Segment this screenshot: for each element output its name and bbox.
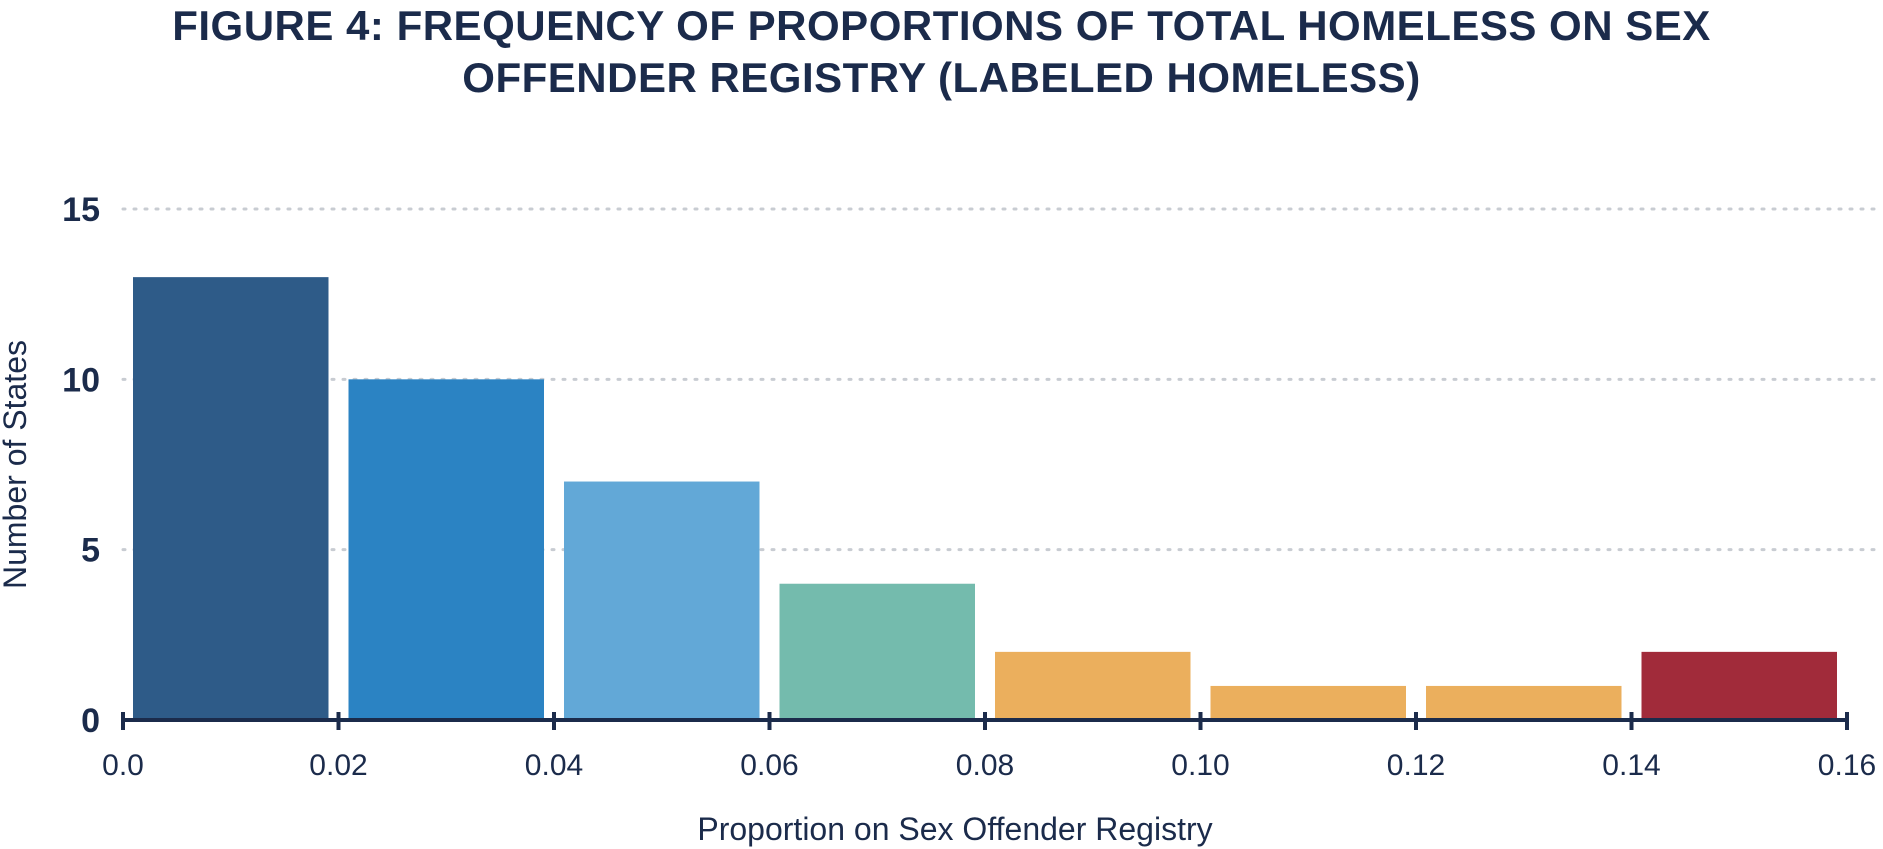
y-axis-label: Number of States — [0, 340, 33, 589]
x-axis-tick-label: 0.08 — [956, 749, 1014, 782]
histogram-bar — [133, 277, 329, 720]
y-axis-tick-label: 0 — [81, 702, 100, 740]
x-axis-tick-label: 0.10 — [1171, 749, 1229, 782]
histogram-bar — [779, 583, 975, 720]
chart-title-line-1: FIGURE 4: FREQUENCY OF PROPORTIONS OF TO… — [172, 2, 1711, 49]
x-axis-tick-labels: 0.0 0.02 0.04 0.06 0.08 0.10 0.12 0.14 0.16 — [102, 749, 1876, 782]
x-axis-tick-label: 0.12 — [1387, 749, 1445, 782]
histogram-bar — [1426, 685, 1622, 720]
y-axis-tick-labels: 0 5 10 15 — [62, 191, 100, 740]
histogram-bar — [564, 481, 760, 720]
histogram-bar — [995, 651, 1191, 720]
x-axis-tick-label: 0.14 — [1602, 749, 1660, 782]
histogram-bar — [1210, 685, 1406, 720]
y-axis-tick-label: 5 — [81, 532, 100, 570]
grid-lines — [121, 207, 1883, 552]
chart-title: FIGURE 4: FREQUENCY OF PROPORTIONS OF TO… — [0, 0, 1883, 104]
x-axis-tick-label: 0.02 — [309, 749, 367, 782]
histogram-bar — [1641, 651, 1837, 720]
y-axis-tick-label: 15 — [62, 191, 100, 229]
x-axis-label: Proportion on Sex Offender Registry — [697, 811, 1212, 847]
x-axis-tick-label: 0.16 — [1818, 749, 1876, 782]
histogram-bar — [348, 379, 544, 720]
x-axis-tick-label: 0.0 — [102, 749, 144, 782]
x-axis-tick-label: 0.06 — [740, 749, 798, 782]
histogram-bars — [133, 277, 1837, 720]
x-axis-tick-label: 0.04 — [525, 749, 583, 782]
chart-title-line-2: OFFENDER REGISTRY (LABELED HOMELESS) — [462, 54, 1421, 101]
x-axis — [121, 712, 1849, 730]
y-axis-tick-label: 10 — [62, 361, 100, 399]
